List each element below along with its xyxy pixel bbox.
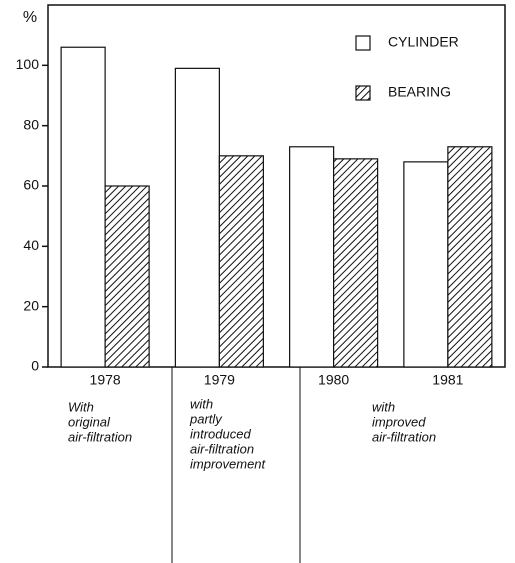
x-tick-label: 1980	[318, 372, 349, 388]
annotation: improvement	[190, 456, 267, 471]
annotation: air-filtration	[190, 441, 254, 456]
annotation: air-filtration	[68, 429, 132, 444]
y-tick-label: 60	[23, 177, 39, 193]
bar	[403, 161, 449, 368]
bar	[333, 158, 379, 368]
legend-swatch	[355, 85, 371, 101]
bar	[447, 146, 493, 368]
x-tick-label: 1981	[432, 372, 463, 388]
y-tick-label: 100	[16, 56, 40, 72]
bar	[60, 46, 106, 368]
annotation: introduced	[190, 426, 251, 441]
annotation: original	[68, 414, 111, 429]
bar	[289, 146, 335, 368]
annotation: with	[190, 396, 213, 411]
y-tick-label: 40	[23, 237, 39, 253]
annotation: with	[372, 399, 395, 414]
y-tick-label: 80	[23, 116, 39, 132]
bar	[174, 67, 220, 368]
y-tick-label: 0	[31, 358, 39, 374]
annotation: air-filtration	[372, 429, 436, 444]
x-tick-label: 1979	[204, 372, 235, 388]
legend-swatch	[355, 35, 371, 51]
y-tick-label: 20	[23, 297, 39, 313]
legend-label: CYLINDER	[388, 34, 459, 50]
annotation: partly	[189, 411, 223, 426]
bar	[104, 185, 150, 368]
legend-label: BEARING	[388, 84, 451, 100]
y-axis-label: %	[23, 9, 37, 26]
annotation: improved	[372, 414, 426, 429]
annotation: With	[68, 399, 94, 414]
x-tick-label: 1978	[90, 372, 121, 388]
bar	[218, 155, 264, 368]
